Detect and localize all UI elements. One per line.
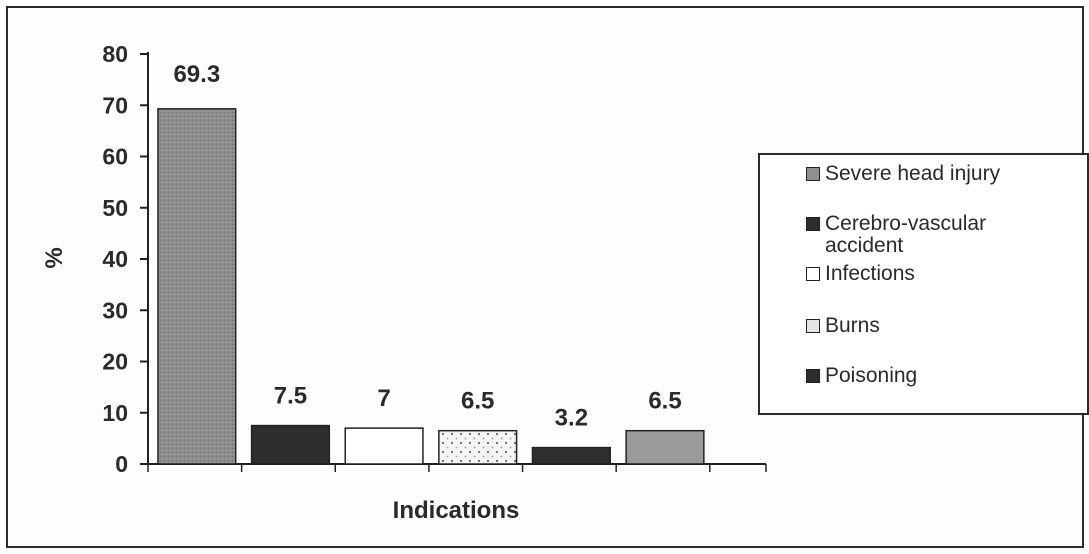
bar-3	[438, 429, 518, 465]
bar-1	[250, 424, 331, 465]
legend-item: Severe head injury	[806, 163, 1065, 185]
y-tick-label: 70	[102, 92, 128, 118]
bars	[157, 108, 705, 465]
y-tick-label: 60	[102, 144, 128, 170]
bar-data-label-2: 7	[377, 385, 390, 412]
y-tick-label: 50	[102, 195, 128, 221]
legend-item: Cerebro-vascular accident	[806, 213, 1065, 257]
y-tick-label: 20	[102, 349, 128, 375]
legend-item: Burns	[806, 315, 1065, 337]
legend-label: Cerebro-vascular accident	[825, 212, 987, 257]
y-tick-label: 30	[102, 297, 128, 323]
y-tick-label: 80	[102, 41, 128, 67]
legend-label: Infections	[825, 262, 915, 285]
bar-0	[157, 108, 237, 465]
legend-swatch	[806, 319, 820, 333]
bar-data-label-3: 6.5	[461, 388, 494, 415]
y-tick-label: 10	[102, 400, 128, 426]
bar-2	[344, 427, 424, 465]
bar-data-labels: 69.3 7.5 7 6.5 3.2 6.5	[173, 61, 681, 432]
bar-4	[531, 446, 611, 465]
y-axis: 0 10 20 30 40 50 60 70 80	[102, 41, 149, 477]
x-axis-title: Indications	[393, 497, 520, 524]
legend-swatch	[806, 217, 820, 231]
x-axis	[147, 463, 767, 472]
legend-label: Burns	[825, 314, 880, 337]
legend-swatch	[806, 369, 820, 383]
legend: Severe head injury Cerebro-vascular accid…	[758, 153, 1089, 415]
legend-label: Severe head injury	[825, 162, 1001, 185]
y-tick-label: 0	[115, 451, 128, 477]
legend-item: Infections	[806, 263, 1065, 285]
bar-data-label-4: 3.2	[555, 405, 588, 432]
legend-label: Poisoning	[825, 364, 918, 387]
bar-data-label-0: 69.3	[173, 61, 220, 88]
bar-data-label-5: 6.5	[648, 388, 681, 415]
legend-swatch	[806, 267, 820, 281]
bar-data-label-1: 7.5	[274, 383, 307, 410]
y-axis-title: %	[41, 247, 68, 268]
legend-swatch	[806, 167, 820, 181]
legend-item: Poisoning	[806, 365, 1065, 387]
y-tick-label: 40	[102, 246, 128, 272]
bar-5	[625, 429, 705, 465]
